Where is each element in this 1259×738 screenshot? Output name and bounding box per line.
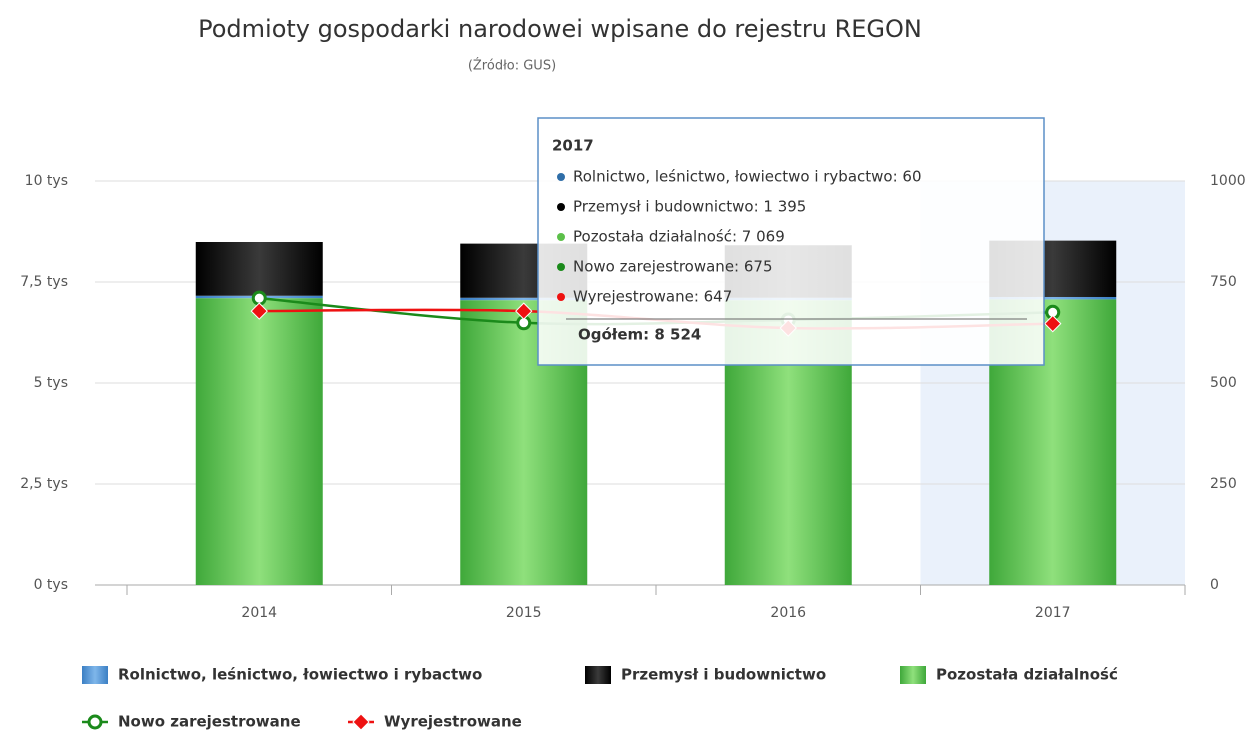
tooltip-line: Wyrejestrowane: 647 xyxy=(573,288,732,306)
y2-tick-label: 500 xyxy=(1210,375,1237,391)
tooltip-bullet xyxy=(557,263,565,271)
y-tick-label: 5 tys xyxy=(34,375,68,391)
marker xyxy=(515,302,533,320)
y2-tick-label: 1000 xyxy=(1210,173,1246,189)
legend-swatch xyxy=(585,666,611,684)
x-tick-label: 2015 xyxy=(506,605,542,621)
x-tick-label: 2014 xyxy=(241,605,277,621)
legend-label: Przemysł i budownictwo xyxy=(621,666,826,684)
bar xyxy=(195,242,323,296)
marker xyxy=(87,714,103,730)
tooltip-line: Rolnictwo, leśnictwo, łowiectwo i rybact… xyxy=(573,168,922,186)
chart-subtitle: (Źródło: GUS) xyxy=(468,58,556,74)
legend-label: Pozostała działalność xyxy=(936,666,1118,684)
legend-label: Nowo zarejestrowane xyxy=(118,713,301,731)
tooltip-bullet xyxy=(557,233,565,241)
marker xyxy=(1044,314,1062,333)
legend-swatch xyxy=(900,666,926,684)
x-tick-label: 2016 xyxy=(770,605,806,621)
marker xyxy=(352,713,370,731)
marker xyxy=(250,302,268,320)
tooltip-line: Pozostała działalność: 7 069 xyxy=(573,228,785,246)
chart-title: Podmioty gospodarki narodowei wpisane do… xyxy=(198,15,922,43)
marker xyxy=(251,290,267,306)
tooltip-line: Przemysł i budownictwo: 1 395 xyxy=(573,198,806,216)
tooltip-bullet xyxy=(557,293,565,301)
y-tick-label: 7,5 tys xyxy=(20,274,68,290)
y-tick-label: 0 tys xyxy=(34,577,68,593)
bar xyxy=(460,297,588,301)
legend-label: Rolnictwo, leśnictwo, łowiectwo i rybact… xyxy=(118,666,482,684)
bar xyxy=(195,298,323,585)
y-tick-label: 10 tys xyxy=(25,173,68,189)
legend-label: Wyrejestrowane xyxy=(384,713,522,731)
y-tick-label: 2,5 tys xyxy=(20,476,68,492)
y2-tick-label: 0 xyxy=(1210,577,1219,593)
legend-swatch xyxy=(82,666,108,684)
y2-tick-label: 250 xyxy=(1210,476,1237,492)
y2-tick-label: 750 xyxy=(1210,274,1237,290)
tooltip-bullet xyxy=(557,173,565,181)
bar xyxy=(989,296,1117,300)
tooltip-line: Nowo zarejestrowane: 675 xyxy=(573,258,773,276)
tooltip-bullet xyxy=(557,203,565,211)
tooltip-box xyxy=(537,117,1045,366)
tooltip-title: 2017 xyxy=(552,137,594,155)
x-tick-label: 2017 xyxy=(1035,605,1071,621)
tooltip-total: Ogółem: 8 524 xyxy=(578,326,701,344)
